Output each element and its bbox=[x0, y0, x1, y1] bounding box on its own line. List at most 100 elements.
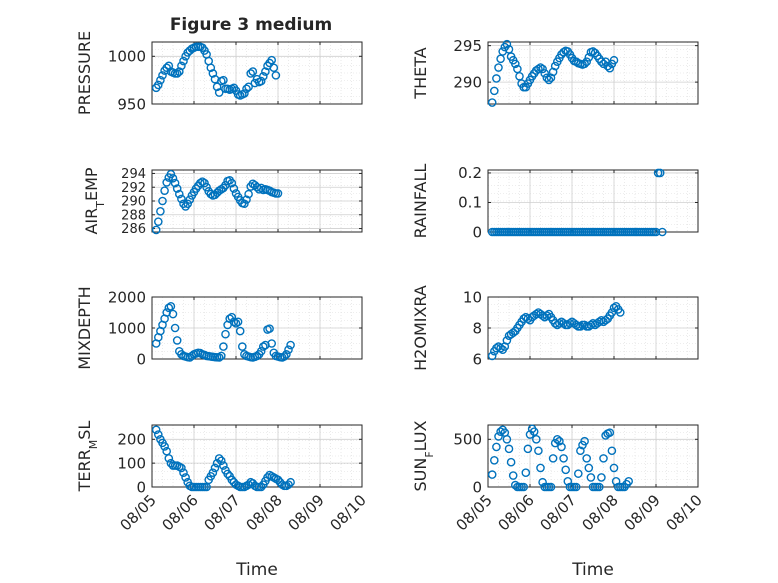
data-point bbox=[557, 442, 566, 452]
data-point bbox=[219, 75, 228, 85]
y-axis-label: RAINFALL bbox=[411, 164, 430, 239]
data-point bbox=[156, 75, 165, 85]
data-point bbox=[261, 67, 270, 76]
data-point bbox=[229, 184, 239, 193]
data-point bbox=[496, 427, 505, 436]
data-point bbox=[544, 75, 554, 85]
data-point bbox=[252, 351, 262, 361]
y-tick-label: 286 bbox=[121, 222, 146, 237]
data-point bbox=[571, 320, 581, 330]
data-point bbox=[609, 463, 619, 473]
figure-title: Figure 3 medium bbox=[170, 15, 332, 35]
data-point bbox=[576, 322, 585, 331]
data-point bbox=[532, 435, 541, 444]
y-axis-label: AIRTEMP bbox=[82, 167, 107, 234]
data-point bbox=[166, 169, 176, 179]
data-point bbox=[576, 446, 585, 456]
data-point bbox=[153, 217, 163, 226]
data-point bbox=[523, 444, 533, 454]
data-point bbox=[158, 196, 167, 206]
data-point bbox=[580, 59, 589, 69]
data-point bbox=[492, 74, 501, 83]
data-point bbox=[179, 468, 188, 477]
data-point bbox=[561, 465, 571, 475]
data-point bbox=[216, 351, 226, 361]
data-point bbox=[555, 436, 564, 446]
y-tick-label: 0 bbox=[472, 223, 482, 241]
data-point bbox=[172, 69, 182, 78]
data-point bbox=[160, 186, 169, 195]
data-point bbox=[611, 476, 621, 486]
data-point bbox=[599, 454, 608, 463]
data-point bbox=[605, 428, 615, 437]
data-point bbox=[216, 456, 226, 466]
data-point bbox=[156, 207, 165, 216]
data-point bbox=[229, 317, 239, 327]
data-point bbox=[170, 178, 180, 188]
data-point bbox=[219, 461, 228, 470]
data-point bbox=[597, 473, 606, 482]
y-tick-label: 0.2 bbox=[458, 164, 482, 182]
data-point bbox=[494, 432, 503, 441]
data-point bbox=[153, 80, 163, 90]
data-point bbox=[177, 463, 186, 473]
data-point bbox=[273, 189, 283, 198]
data-point bbox=[153, 430, 163, 439]
data-point bbox=[609, 55, 619, 65]
y-tick-label: 2000 bbox=[108, 288, 146, 306]
data-point bbox=[244, 480, 253, 489]
y-axis-label: MIXDEPTH bbox=[75, 286, 94, 369]
data-point bbox=[538, 64, 547, 74]
data-point bbox=[227, 475, 237, 485]
data-point bbox=[158, 71, 167, 80]
y-tick-label: 288 bbox=[121, 208, 146, 223]
data-point bbox=[174, 67, 184, 76]
y-tick-label: 200 bbox=[117, 431, 146, 449]
data-point bbox=[151, 225, 161, 235]
data-point bbox=[651, 227, 661, 237]
y-tick-label: 100 bbox=[117, 454, 146, 472]
data-point bbox=[219, 342, 228, 351]
data-point bbox=[183, 199, 192, 209]
data-point bbox=[286, 477, 295, 487]
data-point bbox=[508, 328, 518, 337]
data-point bbox=[221, 329, 230, 339]
data-point bbox=[548, 454, 558, 463]
subplot-rainfall: 0 0.1 0.2 RAINFALL bbox=[411, 164, 699, 241]
data-point bbox=[248, 67, 258, 76]
data-point bbox=[534, 64, 543, 74]
data-point bbox=[571, 482, 581, 492]
data-point bbox=[496, 343, 505, 353]
data-point bbox=[227, 178, 237, 188]
data-point bbox=[258, 342, 268, 351]
data-point bbox=[168, 309, 178, 319]
data-point bbox=[214, 454, 224, 463]
data-point bbox=[164, 61, 174, 71]
data-point bbox=[263, 473, 272, 482]
y-tick-label: 0 bbox=[136, 350, 146, 368]
data-point bbox=[286, 340, 295, 350]
y-axis-label: TERRMSL bbox=[75, 421, 100, 493]
data-point bbox=[580, 320, 589, 330]
data-point bbox=[170, 323, 180, 333]
data-point bbox=[233, 317, 243, 327]
data-point bbox=[246, 69, 255, 78]
data-point bbox=[536, 463, 545, 473]
y-tick-label: 294 bbox=[121, 167, 146, 182]
data-point bbox=[489, 86, 499, 96]
data-point bbox=[487, 470, 497, 479]
data-point bbox=[242, 84, 251, 94]
y-tick-label: 10 bbox=[463, 288, 482, 306]
axes-box bbox=[487, 41, 699, 105]
data-point bbox=[240, 89, 249, 98]
data-point bbox=[208, 69, 218, 78]
data-point bbox=[198, 177, 207, 187]
data-point bbox=[172, 336, 182, 345]
x-axis-label: Time bbox=[571, 560, 614, 580]
data-point bbox=[542, 311, 552, 320]
data-point bbox=[265, 324, 274, 333]
axes-box bbox=[151, 41, 363, 105]
y-tick-label: 950 bbox=[117, 95, 146, 113]
